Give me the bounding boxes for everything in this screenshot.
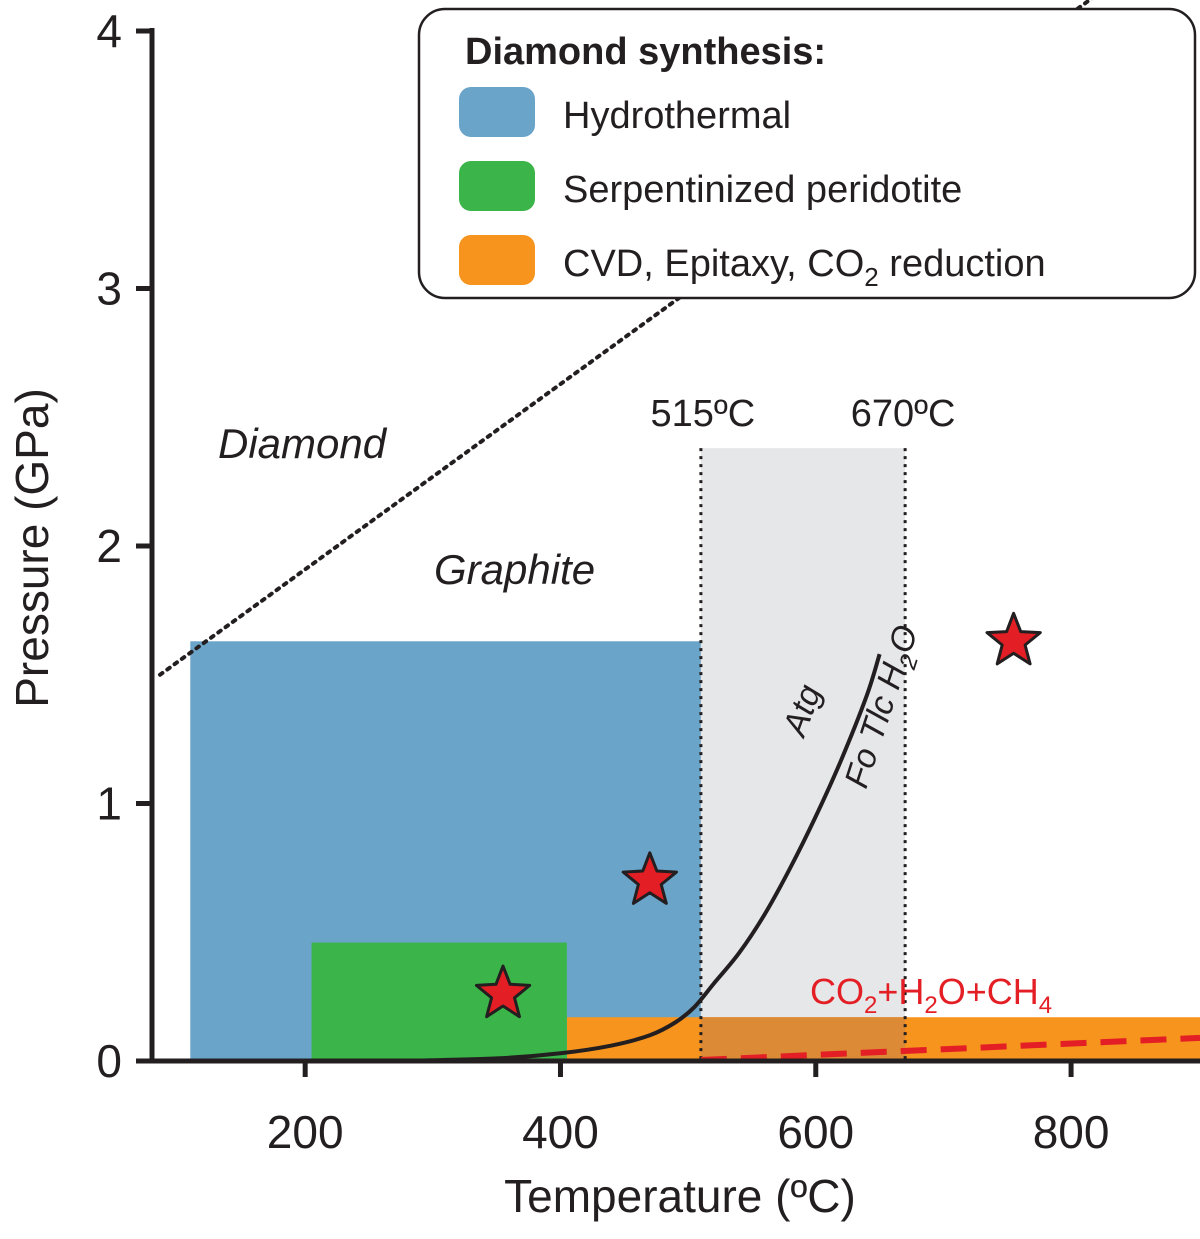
fluid-label-part2: +H bbox=[877, 971, 924, 1012]
temperature-marker-lines: 515ºC 670ºC bbox=[651, 393, 956, 1061]
x-axis-title: Temperature (ºC) bbox=[504, 1170, 856, 1222]
y-tick-label: 2 bbox=[96, 520, 122, 572]
legend-label-hydrothermal: Hydrothermal bbox=[563, 95, 791, 137]
legend-title: Diamond synthesis: bbox=[465, 31, 826, 73]
fluid-line bbox=[700, 1034, 1200, 1063]
legend-label-cvd: CVD, Epitaxy, CO2 reduction bbox=[563, 243, 1046, 292]
temperature-label-1: 515ºC bbox=[651, 393, 756, 435]
fluid-label-sub1: 2 bbox=[864, 992, 877, 1019]
fluid-label: CO2+H2O+CH4 bbox=[810, 971, 1052, 1019]
fluid-label-part1: CO bbox=[810, 971, 864, 1012]
y-tick-label: 4 bbox=[96, 5, 122, 57]
legend-label-cvd-subscript: 2 bbox=[864, 262, 878, 292]
antigorite-breakdown-curve bbox=[400, 653, 882, 1063]
legend-label-cvd-tail: reduction bbox=[879, 243, 1046, 285]
y-tick-label: 0 bbox=[96, 1035, 122, 1087]
legend-box bbox=[417, 7, 1197, 300]
field-label-graphite: Graphite bbox=[434, 546, 595, 593]
x-tick-label: 400 bbox=[522, 1106, 599, 1158]
y-tick-label: 1 bbox=[96, 778, 122, 830]
synthesis-regions bbox=[190, 448, 1200, 1061]
region-serpentinized-peridotite bbox=[311, 942, 567, 1061]
axes: 0 1 2 3 4 200 400 600 800 Temperature (ºC) Pressur… bbox=[6, 5, 1200, 1222]
legend-swatch-hydrothermal bbox=[459, 87, 535, 137]
temperature-label-2: 670ºC bbox=[851, 393, 956, 435]
fluid-label-sub2: 2 bbox=[924, 992, 937, 1019]
star-2 bbox=[621, 851, 678, 905]
field-label-diamond: Diamond bbox=[218, 420, 388, 467]
legend-label-cvd-text: CVD, Epitaxy, CO bbox=[563, 243, 864, 285]
x-tick-label: 200 bbox=[267, 1106, 344, 1158]
fluid-label-part3: O+CH bbox=[938, 971, 1039, 1012]
reaction-curves bbox=[400, 653, 1200, 1063]
x-tick-label: 600 bbox=[777, 1106, 854, 1158]
y-tick-label: 3 bbox=[96, 263, 122, 315]
star-1 bbox=[474, 964, 532, 1019]
legend-label-serpentinized-peridotite: Serpentinized peridotite bbox=[563, 169, 962, 211]
legend-swatch-serpentinized-peridotite bbox=[459, 161, 535, 211]
legend: Diamond synthesis: Hydrothermal Serpenti… bbox=[417, 7, 1197, 300]
stars bbox=[474, 611, 1042, 1019]
legend-swatch-cvd bbox=[459, 235, 535, 285]
x-tick-label: 800 bbox=[1033, 1106, 1110, 1158]
fluid-label-sub3: 4 bbox=[1039, 992, 1052, 1019]
star-3 bbox=[985, 611, 1042, 666]
y-axis-title: Pressure (GPa) bbox=[6, 388, 58, 708]
